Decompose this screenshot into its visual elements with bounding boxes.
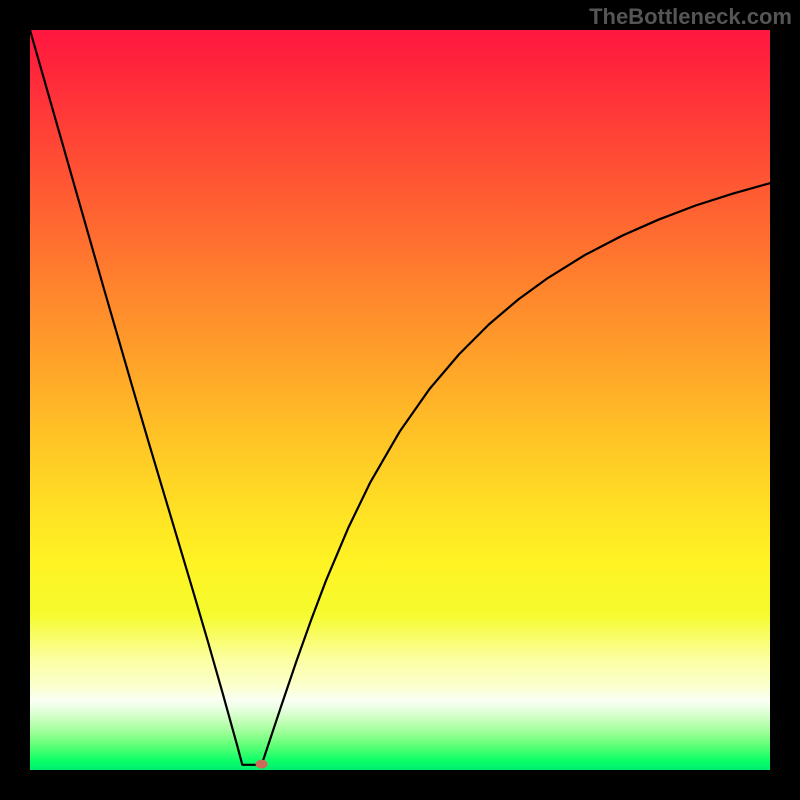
plot-background bbox=[30, 30, 770, 770]
plot-svg bbox=[30, 30, 770, 770]
min-marker bbox=[256, 760, 268, 769]
watermark-text: TheBottleneck.com bbox=[589, 4, 792, 30]
chart-container: TheBottleneck.com bbox=[0, 0, 800, 800]
